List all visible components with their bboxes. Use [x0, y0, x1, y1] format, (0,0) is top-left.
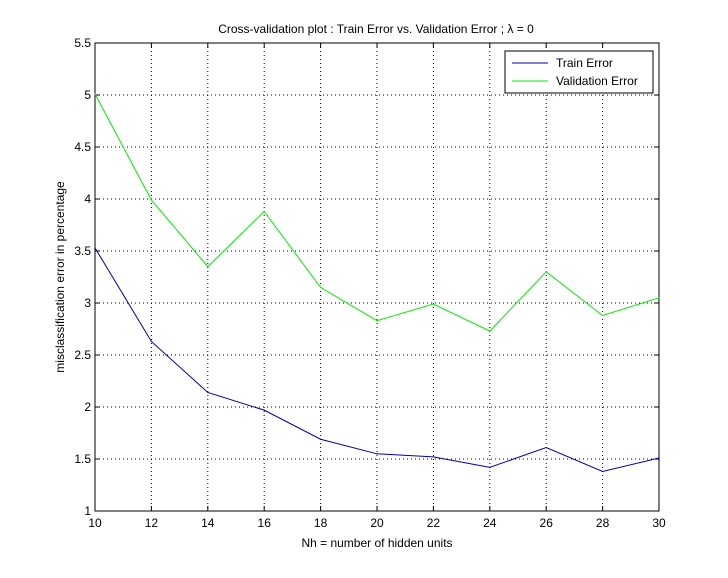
- series-layer: [94, 93, 660, 473]
- y-tick-label: 2.5: [74, 348, 91, 362]
- legend-label-validation: Validation Error: [556, 74, 638, 88]
- data-point: [263, 409, 265, 411]
- x-axis-label: Nh = number of hidden units: [301, 536, 452, 550]
- x-tick-label: 18: [314, 516, 328, 530]
- x-tick-label: 26: [540, 516, 554, 530]
- data-point: [545, 446, 547, 449]
- x-tick-label: 30: [652, 516, 666, 530]
- data-point: [432, 303, 434, 305]
- legend: Train Error Validation Error: [504, 50, 654, 94]
- y-tick-label: 2: [84, 400, 91, 414]
- chart-title: Cross-validation plot : Train Error vs. …: [218, 22, 534, 36]
- y-tick-label: 3.5: [74, 244, 91, 258]
- x-tick-label: 14: [201, 516, 215, 530]
- data-point: [432, 456, 434, 458]
- data-point: [94, 93, 96, 95]
- data-point: [376, 320, 378, 322]
- x-tick-label: 20: [370, 516, 384, 530]
- data-point: [489, 466, 491, 468]
- data-point: [658, 457, 660, 459]
- x-tick-label: 28: [596, 516, 610, 530]
- y-tick-label: 1: [84, 504, 91, 518]
- x-tick-label: 16: [258, 516, 272, 530]
- plot-frame: [94, 42, 660, 512]
- legend-box: [504, 50, 654, 94]
- data-point: [207, 266, 209, 268]
- data-point: [94, 247, 96, 249]
- data-point: [545, 271, 547, 273]
- data-point: [489, 330, 491, 332]
- data-point: [263, 210, 265, 213]
- data-point: [150, 340, 152, 343]
- data-point: [320, 438, 322, 440]
- data-point: [658, 297, 660, 299]
- tick-layer: 10 12 14 16 18 20 22 24 26 28 30 1 1.5 2 2.5 3 3.5 4 4.5 5 5…: [74, 36, 666, 530]
- y-tick-label: 1.5: [74, 452, 91, 466]
- y-tick-label: 5: [84, 88, 91, 102]
- legend-label-train: Train Error: [556, 56, 613, 70]
- x-tick-label: 10: [88, 516, 102, 530]
- y-tick-label: 4.5: [74, 140, 91, 154]
- data-point: [602, 314, 604, 317]
- data-point: [207, 391, 209, 394]
- data-point: [320, 286, 322, 288]
- y-tick-label: 3: [84, 296, 91, 310]
- y-tick-label: 5.5: [74, 36, 91, 50]
- data-point: [376, 453, 378, 455]
- x-tick-label: 12: [145, 516, 159, 530]
- data-point: [602, 470, 604, 473]
- x-tick-label: 22: [427, 516, 441, 530]
- grid-layer: [95, 43, 659, 511]
- data-point: [150, 199, 152, 201]
- y-tick-label: 4: [84, 192, 91, 206]
- x-tick-label: 24: [483, 516, 497, 530]
- y-axis-label: misclassification error in percentage: [53, 181, 67, 373]
